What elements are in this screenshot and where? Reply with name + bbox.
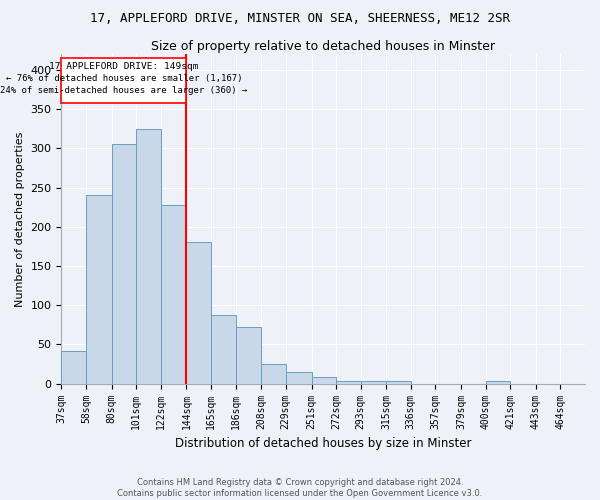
Text: 17, APPLEFORD DRIVE, MINSTER ON SEA, SHEERNESS, ME12 2SR: 17, APPLEFORD DRIVE, MINSTER ON SEA, SHE… — [90, 12, 510, 26]
Bar — [236, 327, 261, 384]
Text: 17 APPLEFORD DRIVE: 149sqm: 17 APPLEFORD DRIVE: 149sqm — [49, 62, 199, 71]
Bar — [86, 196, 112, 384]
Bar — [485, 382, 510, 384]
Title: Size of property relative to detached houses in Minster: Size of property relative to detached ho… — [151, 40, 495, 53]
Bar — [386, 382, 411, 384]
Bar — [112, 144, 136, 384]
Bar — [187, 242, 211, 384]
Bar — [161, 205, 187, 384]
Y-axis label: Number of detached properties: Number of detached properties — [15, 131, 25, 306]
Bar — [61, 350, 86, 384]
Bar — [361, 382, 386, 384]
Text: Contains HM Land Registry data © Crown copyright and database right 2024.
Contai: Contains HM Land Registry data © Crown c… — [118, 478, 482, 498]
Bar — [336, 380, 361, 384]
Bar — [136, 128, 161, 384]
X-axis label: Distribution of detached houses by size in Minster: Distribution of detached houses by size … — [175, 437, 472, 450]
Bar — [286, 372, 311, 384]
Bar — [261, 364, 286, 384]
Bar — [311, 376, 336, 384]
Text: 24% of semi-detached houses are larger (360) →: 24% of semi-detached houses are larger (… — [1, 86, 248, 94]
FancyBboxPatch shape — [61, 58, 187, 103]
Text: ← 76% of detached houses are smaller (1,167): ← 76% of detached houses are smaller (1,… — [5, 74, 242, 83]
Bar — [211, 314, 236, 384]
